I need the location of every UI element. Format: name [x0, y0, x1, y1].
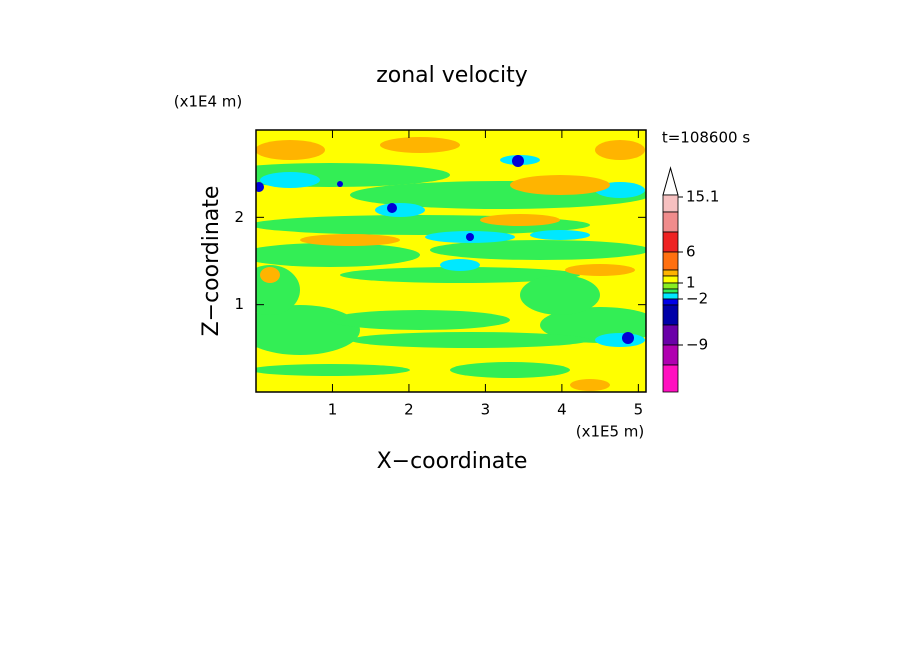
colorbar-tick-label: −9 — [686, 336, 708, 354]
contour-field — [256, 130, 646, 392]
chart-title: zonal velocity — [376, 63, 528, 88]
colorbar-cell — [662, 304, 679, 326]
x-unit: (x1E5 m) — [576, 423, 645, 441]
colorbar-cell — [662, 292, 679, 300]
x-tick-label: 3 — [481, 401, 491, 419]
y-unit: (x1E4 m) — [174, 93, 243, 111]
plot-frame — [255, 129, 647, 393]
colorbar-cell — [662, 298, 679, 306]
colorbar-cell — [662, 194, 679, 213]
colorbar-cell — [662, 344, 679, 366]
colorbar-cell — [662, 364, 679, 393]
colorbar-tick-label: 1 — [686, 274, 696, 292]
colorbar-tick-label: −2 — [686, 290, 708, 308]
x-tick-label: 1 — [328, 401, 338, 419]
x-tick-label: 4 — [557, 401, 567, 419]
colorbar-tick-label: 6 — [686, 243, 696, 261]
colorbar-cell — [662, 231, 679, 253]
colorbar-cell — [662, 211, 679, 233]
x-tick-label: 2 — [404, 401, 414, 419]
colorbar-cell — [662, 251, 679, 271]
y-axis-label: Z−coordinate — [199, 186, 224, 337]
colorbar-cell — [662, 288, 679, 294]
time-annotation: t=108600 s — [662, 129, 750, 147]
colorbar-tick-label: 15.1 — [686, 188, 719, 206]
x-tick-label: 5 — [634, 401, 644, 419]
y-tick-label: 1 — [234, 295, 244, 313]
x-axis-label: X−coordinate — [377, 449, 528, 474]
colorbar-cell — [662, 324, 679, 346]
colorbar-cell — [662, 269, 679, 277]
y-tick-label: 2 — [234, 208, 244, 226]
colorbar-cell — [662, 275, 679, 284]
colorbar-extension — [662, 166, 679, 196]
colorbar-cell — [662, 282, 679, 290]
